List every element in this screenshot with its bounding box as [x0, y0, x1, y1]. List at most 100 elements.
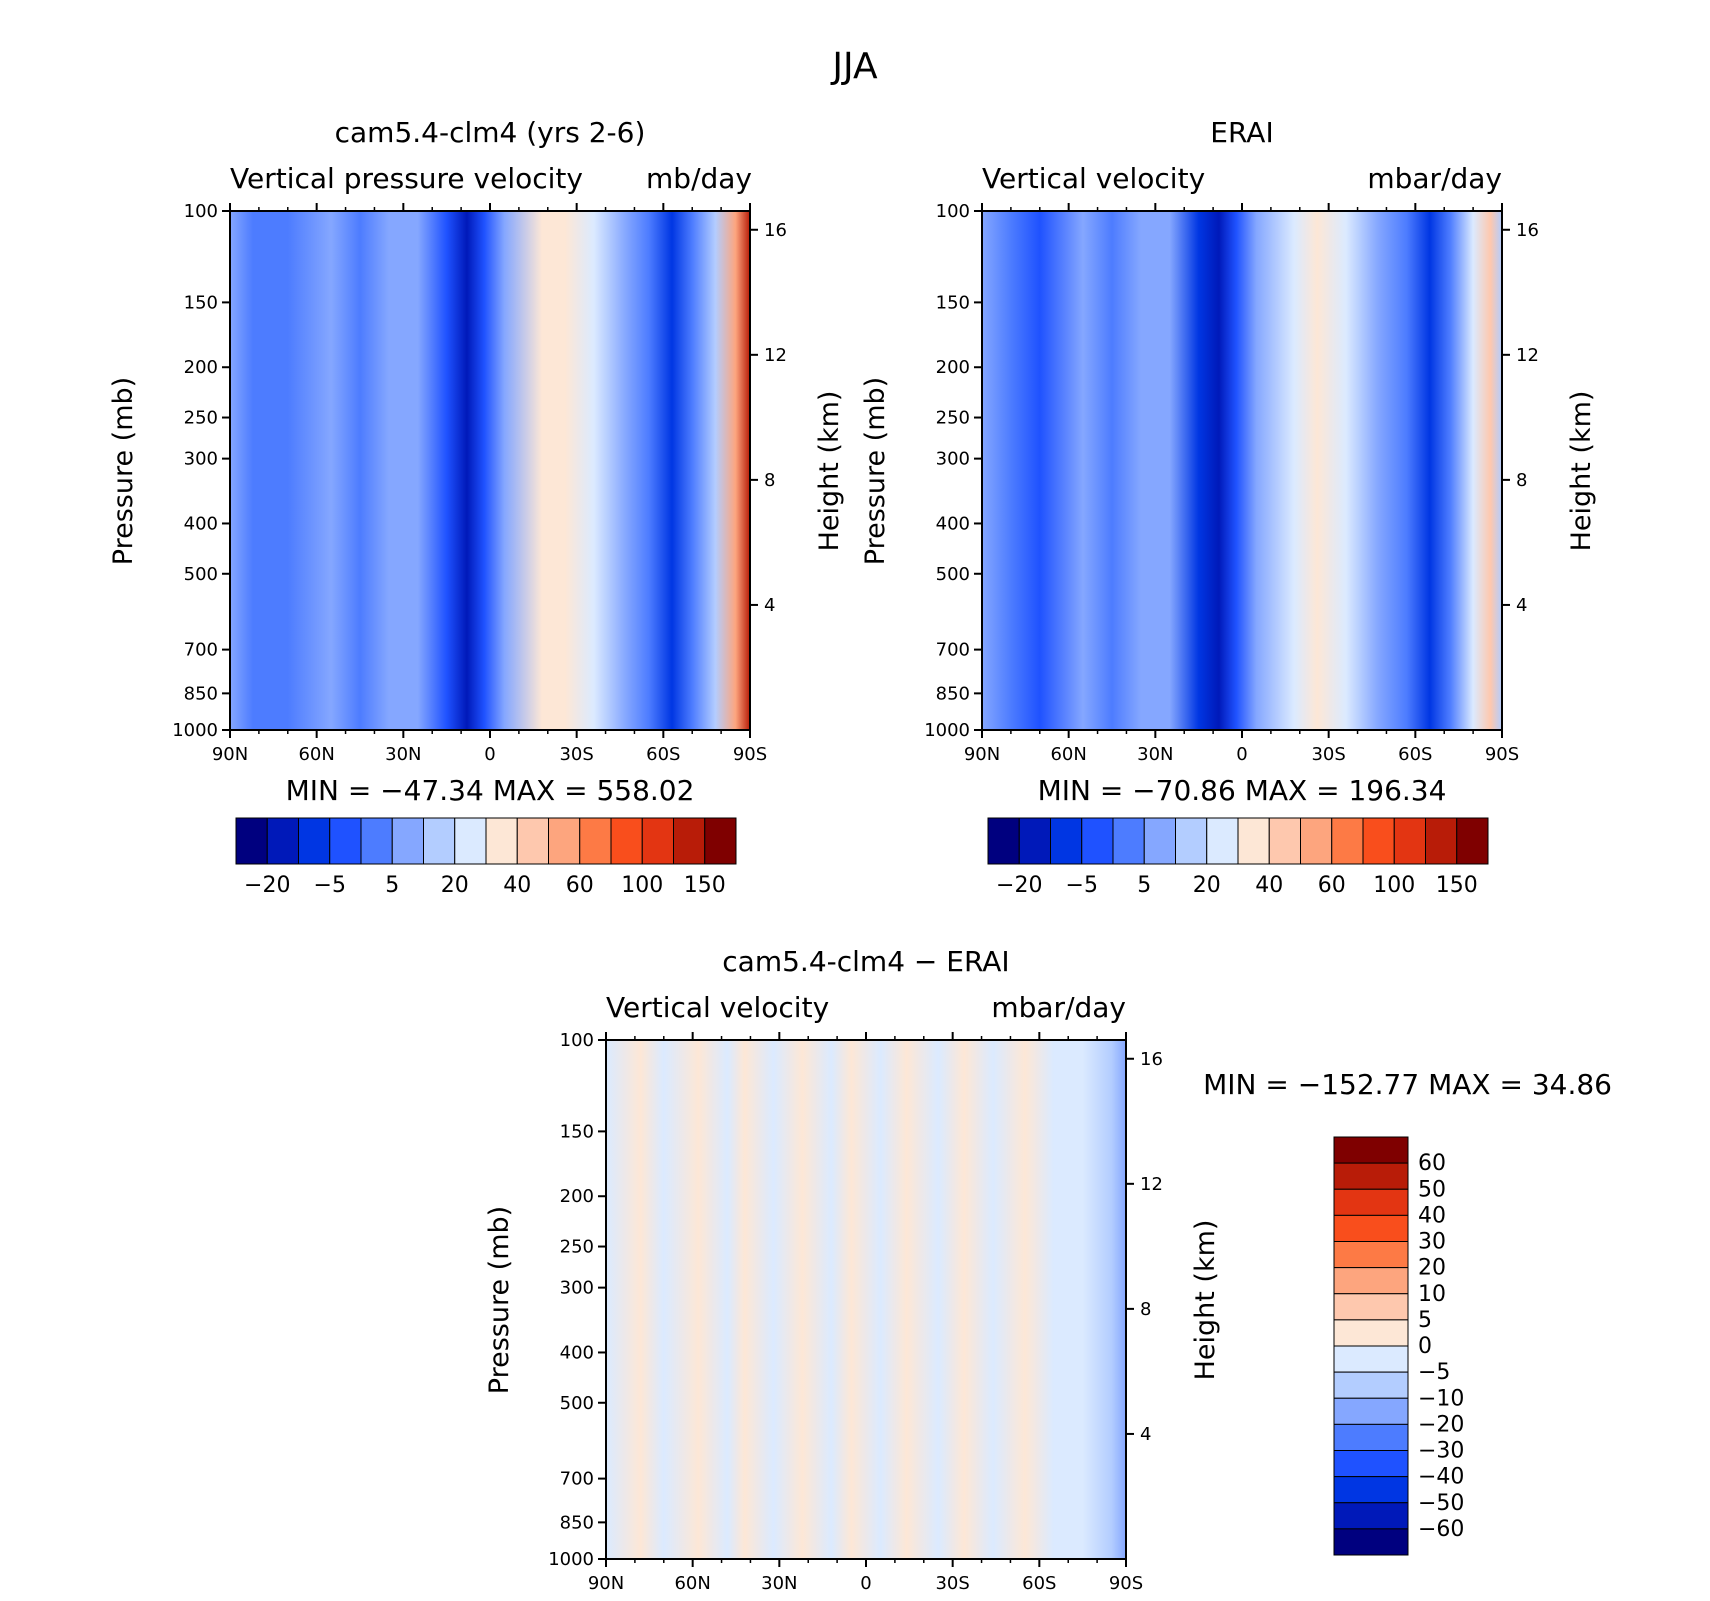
colorbar-swatch [1206, 817, 1239, 865]
colorbar-label: 20 [1418, 1256, 1446, 1281]
y-right-tick-label: 4 [764, 595, 775, 616]
y-tick-label: 700 [184, 640, 218, 661]
colorbar-swatch [704, 817, 737, 865]
colorbar-label: 0 [1418, 1334, 1432, 1359]
left-string: Vertical velocity [982, 162, 1205, 195]
colorbar-swatch [423, 817, 456, 865]
colorbar-swatch [1333, 1345, 1409, 1373]
colorbar-swatch [641, 817, 674, 865]
y-axis-right-label: Height (km) [1190, 1220, 1221, 1381]
colorbar-swatch [1331, 817, 1364, 865]
colorbar-swatch [1333, 1423, 1409, 1451]
y-axis-left: 100 150 200 250 300 400 500 700 850 1000 [924, 201, 982, 741]
y-tick-label: 1000 [172, 720, 218, 741]
x-tick-label: 30S [559, 744, 593, 765]
colorbar-swatch [454, 817, 487, 865]
figure-title: JJA [830, 46, 878, 87]
colorbar-label: 10 [1418, 1282, 1446, 1307]
colorbar-swatch [1081, 817, 1114, 865]
right-string: mbar/day [1367, 162, 1502, 195]
y-axis-right-label: Height (km) [1566, 391, 1597, 552]
y-tick-label: 150 [184, 292, 218, 313]
y-axis-label: Pressure (mb) [860, 377, 891, 565]
x-tick-label: 60S [646, 744, 680, 765]
y-right-tick-label: 16 [1140, 1049, 1163, 1070]
colorbar-label: 40 [503, 873, 531, 898]
colorbar-label: −50 [1418, 1491, 1464, 1516]
colorbar-swatch [1018, 817, 1051, 865]
y-tick-label: 500 [936, 564, 970, 585]
x-tick-label: 90N [212, 744, 248, 765]
colorbar-swatch [1333, 1241, 1409, 1269]
colorbar-swatch [1050, 817, 1083, 865]
y-tick-label: 250 [560, 1237, 594, 1258]
colorbar-swatch [1333, 1502, 1409, 1530]
y-right-tick-label: 12 [1516, 345, 1539, 366]
y-axis-left: 100 150 200 250 300 400 500 700 850 1000 [548, 1030, 606, 1570]
x-tick-label: 60N [298, 744, 334, 765]
x-tick-label: 90S [1485, 744, 1519, 765]
colorbar-label: −5 [314, 873, 346, 898]
y-tick-label: 700 [560, 1469, 594, 1490]
colorbar-label: 20 [441, 873, 469, 898]
y-tick-label: 250 [184, 408, 218, 429]
x-tick-label: 30N [385, 744, 421, 765]
colorbar-swatch [579, 817, 612, 865]
colorbar-swatch [1333, 1267, 1409, 1295]
x-tick-label: 90N [964, 744, 1000, 765]
colorbar-label: 150 [684, 873, 726, 898]
y-right-tick-label: 8 [1516, 470, 1527, 491]
colorbar-swatch [391, 817, 424, 865]
y-right-tick-label: 12 [1140, 1174, 1163, 1195]
panel-obs: ERAI Vertical velocity mbar/day 90N 60N 30… [860, 116, 1597, 898]
y-axis-label: Pressure (mb) [484, 1206, 515, 1394]
colorbar-label: 5 [1137, 873, 1151, 898]
colorbar-swatch [329, 817, 362, 865]
y-right-tick-label: 12 [764, 345, 787, 366]
y-tick-label: 850 [184, 683, 218, 704]
y-right-tick-label: 4 [1516, 595, 1527, 616]
y-tick-label: 1000 [924, 720, 970, 741]
colorbar-label: 100 [1373, 873, 1415, 898]
colorbar-swatch [1112, 817, 1145, 865]
colorbar-swatch [485, 817, 518, 865]
x-axis: 90N 60N 30N 0 30S 60S 90S [212, 203, 767, 765]
colorbar-label: 150 [1436, 873, 1478, 898]
colorbar-swatch [360, 817, 393, 865]
colorbar-swatch [516, 817, 549, 865]
y-right-tick-label: 8 [1140, 1299, 1151, 1320]
colorbar-swatch [1333, 1476, 1409, 1504]
y-tick-label: 200 [936, 357, 970, 378]
y-tick-label: 500 [560, 1393, 594, 1414]
colorbar-swatch [1333, 1293, 1409, 1321]
colorbar-swatch [1333, 1214, 1409, 1242]
y-axis-right: 16 12 8 4 [1502, 220, 1539, 616]
y-tick-label: 150 [936, 292, 970, 313]
colorbar-swatch [1333, 1371, 1409, 1399]
min-max-label: MIN = −70.86 MAX = 196.34 [1038, 774, 1447, 807]
y-axis-label: Pressure (mb) [108, 377, 139, 565]
colorbar-swatch [1268, 817, 1301, 865]
colorbar-label: −20 [996, 873, 1042, 898]
y-tick-label: 400 [560, 1342, 594, 1363]
colorbar-label: 5 [1418, 1308, 1432, 1333]
panel-title: cam5.4-clm4 − ERAI [722, 945, 1009, 978]
colorbar-swatch [548, 817, 581, 865]
x-axis: 90N 60N 30N 0 30S 60S 90S [588, 1032, 1143, 1594]
panel-difference: cam5.4-clm4 − ERAI Vertical velocity mba… [484, 945, 1612, 1594]
colorbar-swatch [1333, 1450, 1409, 1478]
colorbar-swatch [1333, 1397, 1409, 1425]
contour-field [230, 211, 750, 730]
colorbar-swatch [266, 817, 299, 865]
y-right-tick-label: 16 [764, 220, 787, 241]
y-tick-label: 300 [184, 449, 218, 470]
y-axis-left: 100 150 200 250 300 400 500 700 850 1000 [172, 201, 230, 741]
x-tick-label: 90N [588, 1573, 624, 1594]
colorbar-swatch [1237, 817, 1270, 865]
x-tick-label: 30S [1311, 744, 1345, 765]
colorbar: −20 −5 5 20 40 60 100 150 [235, 817, 737, 898]
colorbar-label: −10 [1418, 1386, 1464, 1411]
x-tick-label: 0 [1236, 744, 1247, 765]
colorbar-swatch [1425, 817, 1458, 865]
y-tick-label: 300 [560, 1278, 594, 1299]
